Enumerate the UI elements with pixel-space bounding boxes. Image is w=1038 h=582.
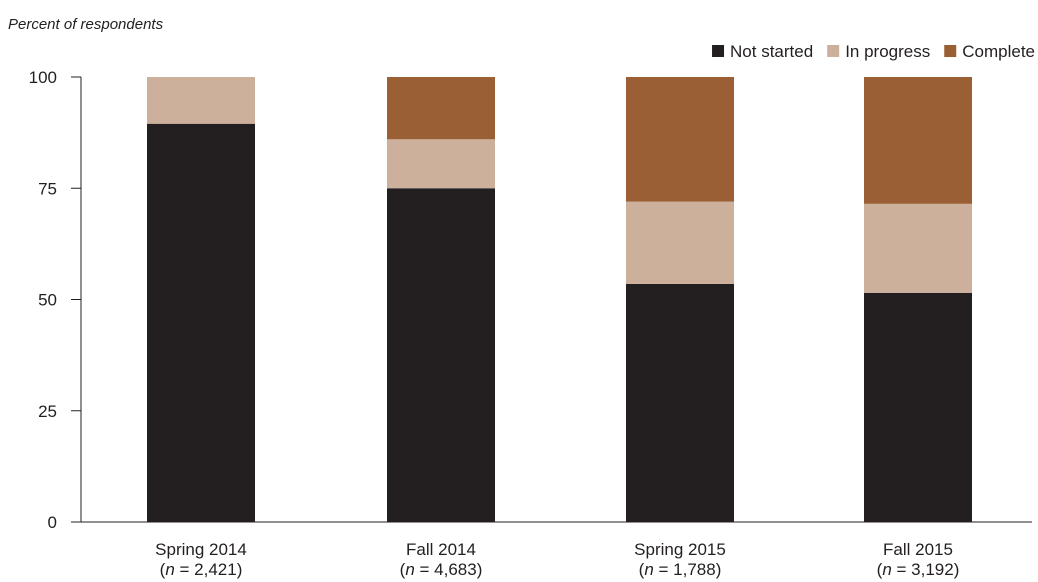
bar-segment-not-started — [864, 292, 972, 522]
x-category-label: Spring 2015 — [634, 540, 726, 559]
bar-segment-in-progress — [387, 139, 495, 189]
x-axis: Spring 2014(n = 2,421) Fall 2014(n = 4,68… — [81, 521, 1032, 579]
y-axis-title: Percent of respondents — [8, 16, 164, 33]
legend-item: In progress — [827, 42, 930, 61]
legend-item: Complete — [944, 42, 1035, 61]
x-category-sample-size: (n = 4,683) — [400, 560, 483, 579]
y-tick-label: 75 — [38, 179, 57, 198]
x-category-label: Fall 2015 — [883, 540, 953, 559]
x-category-sample-size: (n = 1,788) — [639, 560, 722, 579]
bar-segment-in-progress — [864, 203, 972, 293]
y-axis: 0 25 50 75 100 — [29, 68, 82, 532]
legend-swatch — [827, 45, 840, 57]
legend-label: Complete — [962, 42, 1035, 61]
x-category-label: Fall 2014 — [406, 540, 476, 559]
x-category-sample-size: (n = 3,192) — [877, 560, 960, 579]
bar-segment-in-progress — [626, 201, 734, 284]
legend-label: Not started — [730, 42, 813, 61]
bars — [147, 77, 972, 522]
x-category-sample-size: (n = 2,421) — [160, 560, 243, 579]
x-category-label: Spring 2014 — [155, 540, 247, 559]
legend-item: Not started — [712, 42, 813, 61]
bar-segment-complete — [864, 77, 972, 204]
y-tick-label: 50 — [38, 291, 57, 310]
bar-segment-complete — [387, 77, 495, 140]
bar-segment-not-started — [147, 123, 255, 522]
legend-label: In progress — [845, 42, 930, 61]
legend-swatch — [712, 45, 725, 57]
bar-segment-in-progress — [147, 77, 255, 124]
legend-swatch — [944, 45, 957, 57]
y-tick-label: 25 — [38, 402, 57, 421]
y-tick-label: 0 — [48, 513, 57, 532]
bar-segment-complete — [626, 77, 734, 202]
bar-segment-not-started — [387, 188, 495, 522]
y-tick-label: 100 — [29, 68, 57, 87]
legend: Not started In progress Complete — [712, 42, 1035, 61]
bar-segment-not-started — [626, 283, 734, 522]
